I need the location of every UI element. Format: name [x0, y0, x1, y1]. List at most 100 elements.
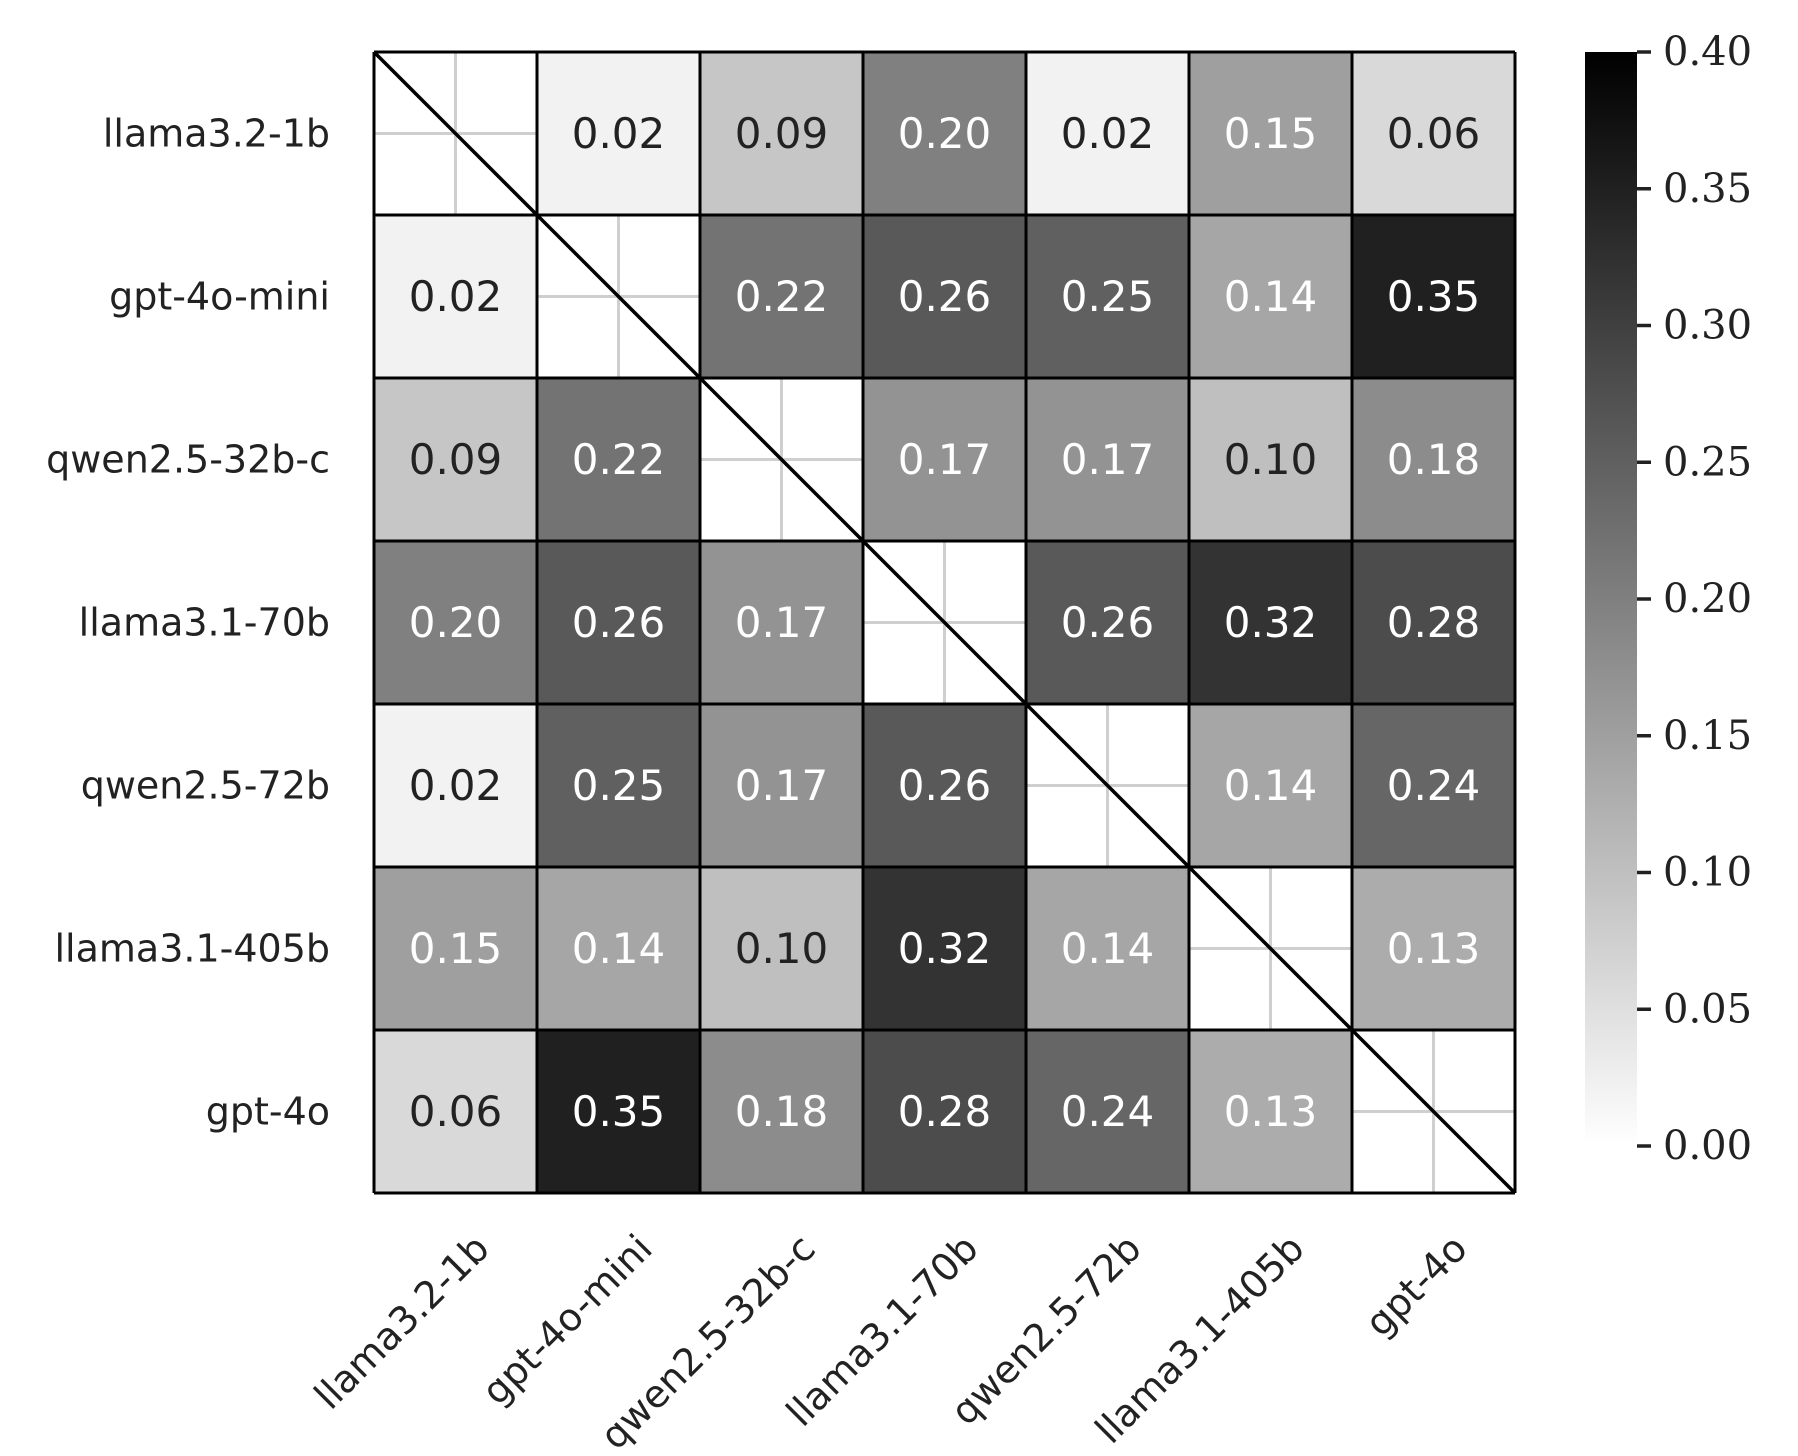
cell-value-label: 0.02 — [409, 761, 503, 810]
cell-value-label: 0.17 — [735, 598, 829, 647]
cell-value-label: 0.22 — [735, 272, 829, 321]
heatmap-cell-5-6: 0.13 — [1352, 867, 1515, 1030]
cell-value-label: 0.09 — [409, 435, 503, 484]
cell-value-label: 0.26 — [898, 272, 992, 321]
cell-value-label: 0.09 — [735, 109, 829, 158]
cell-value-label: 0.20 — [898, 109, 992, 158]
cell-value-label: 0.02 — [409, 272, 503, 321]
heatmap-cell-5-2: 0.10 — [700, 867, 863, 1030]
row-label: qwen2.5-32b-c — [46, 438, 330, 482]
heatmap-cell-rect — [700, 215, 863, 378]
heatmap-cell-4-1: 0.25 — [537, 704, 700, 867]
row-label: llama3.1-70b — [79, 601, 330, 645]
heatmap-cell-rect — [537, 867, 700, 1030]
cell-value-label: 0.14 — [572, 924, 666, 973]
heatmap-cell-3-4: 0.26 — [1026, 541, 1189, 704]
cell-value-label: 0.02 — [572, 109, 666, 158]
cell-value-label: 0.18 — [735, 1087, 829, 1136]
row-label: llama3.2-1b — [103, 112, 330, 156]
heatmap-cell-rect — [700, 52, 863, 215]
cell-value-label: 0.15 — [409, 924, 503, 973]
cell-value-label: 0.26 — [898, 761, 992, 810]
heatmap-cell-rect — [374, 541, 537, 704]
heatmap-cell-rect — [700, 704, 863, 867]
heatmap-cell-4-3: 0.26 — [863, 704, 1026, 867]
heatmap-cell-0-4: 0.02 — [1026, 52, 1189, 215]
heatmap-cell-0-1: 0.02 — [537, 52, 700, 215]
heatmap-cell-rect — [1189, 704, 1352, 867]
colorbar-gradient — [1585, 52, 1637, 1146]
cell-value-label: 0.13 — [1224, 1087, 1318, 1136]
colorbar-tick-label: 0.30 — [1663, 303, 1752, 349]
heatmap-cell-rect — [1026, 867, 1189, 1030]
heatmap-cell-4-0: 0.02 — [374, 704, 537, 867]
heatmap-cell-2-0: 0.09 — [374, 378, 537, 541]
row-label: gpt-4o — [206, 1090, 330, 1134]
heatmap-cell-6-5: 0.13 — [1189, 1030, 1352, 1193]
heatmap-cell-rect — [1026, 1030, 1189, 1193]
heatmap-cell-3-1: 0.26 — [537, 541, 700, 704]
heatmap-cell-2-6: 0.18 — [1352, 378, 1515, 541]
cell-value-label: 0.35 — [1387, 272, 1481, 321]
cell-value-label: 0.28 — [898, 1087, 992, 1136]
cell-value-label: 0.25 — [572, 761, 666, 810]
column-label: gpt-4o — [1357, 1226, 1476, 1345]
row-label: qwen2.5-72b — [81, 764, 330, 808]
heatmap-cell-rect — [537, 52, 700, 215]
cell-value-label: 0.10 — [735, 924, 829, 973]
heatmap-cell-rect — [1189, 215, 1352, 378]
heatmap-cell-rect — [1026, 541, 1189, 704]
cell-value-label: 0.35 — [572, 1087, 666, 1136]
heatmap-cell-6-0: 0.06 — [374, 1030, 537, 1193]
heatmap-cell-rect — [1026, 215, 1189, 378]
cell-value-label: 0.26 — [572, 598, 666, 647]
heatmap-cell-6-1: 0.35 — [537, 1030, 700, 1193]
column-label: llama3.2-1b — [306, 1226, 498, 1418]
heatmap-cell-rect — [863, 1030, 1026, 1193]
cell-value-label: 0.26 — [1061, 598, 1155, 647]
heatmap-cell-rect — [700, 1030, 863, 1193]
cell-value-label: 0.25 — [1061, 272, 1155, 321]
cell-value-label: 0.22 — [572, 435, 666, 484]
heatmap-cell-rect — [374, 215, 537, 378]
cell-value-label: 0.20 — [409, 598, 503, 647]
heatmap-cells: 0.02 0.09 0.20 0.02 0.15 0.06 0.02 0.22 0.26 0.25… — [372, 50, 1517, 1195]
cell-value-label: 0.14 — [1061, 924, 1155, 973]
heatmap-cell-rect — [374, 378, 537, 541]
heatmap-cell-rect — [537, 1030, 700, 1193]
colorbar-tick-label: 0.10 — [1663, 850, 1752, 896]
heatmap-cell-0-5: 0.15 — [1189, 52, 1352, 215]
heatmap-cell-rect — [1352, 541, 1515, 704]
heatmap-cell-1-0: 0.02 — [374, 215, 537, 378]
heatmap-cell-1-2: 0.22 — [700, 215, 863, 378]
heatmap-cell-1-5: 0.14 — [1189, 215, 1352, 378]
heatmap-cell-rect — [374, 867, 537, 1030]
heatmap-cell-0-3: 0.20 — [863, 52, 1026, 215]
cell-value-label: 0.14 — [1224, 272, 1318, 321]
cell-value-label: 0.28 — [1387, 598, 1481, 647]
heatmap-cell-5-3: 0.32 — [863, 867, 1026, 1030]
colorbar-tick-label: 0.00 — [1663, 1123, 1752, 1169]
heatmap-cell-5-1: 0.14 — [537, 867, 700, 1030]
cell-value-label: 0.13 — [1387, 924, 1481, 973]
cell-value-label: 0.15 — [1224, 109, 1318, 158]
heatmap-cell-2-3: 0.17 — [863, 378, 1026, 541]
cell-value-label: 0.17 — [735, 761, 829, 810]
heatmap-cell-rect — [1352, 52, 1515, 215]
heatmap-cell-2-5: 0.10 — [1189, 378, 1352, 541]
colorbar-tick-label: 0.20 — [1663, 576, 1752, 622]
cell-value-label: 0.17 — [898, 435, 992, 484]
heatmap-cell-1-3: 0.26 — [863, 215, 1026, 378]
heatmap-cell-rect — [374, 704, 537, 867]
heatmap-cell-3-6: 0.28 — [1352, 541, 1515, 704]
colorbar-tick-label: 0.05 — [1663, 986, 1752, 1032]
heatmap-cell-rect — [863, 704, 1026, 867]
heatmap-cell-5-4: 0.14 — [1026, 867, 1189, 1030]
heatmap-cell-5-0: 0.15 — [374, 867, 537, 1030]
heatmap-cell-1-4: 0.25 — [1026, 215, 1189, 378]
heatmap-cell-rect — [1189, 378, 1352, 541]
heatmap-cell-rect — [1189, 541, 1352, 704]
heatmap-cell-rect — [1189, 1030, 1352, 1193]
heatmap-cell-rect — [1352, 378, 1515, 541]
heatmap-cell-2-4: 0.17 — [1026, 378, 1189, 541]
